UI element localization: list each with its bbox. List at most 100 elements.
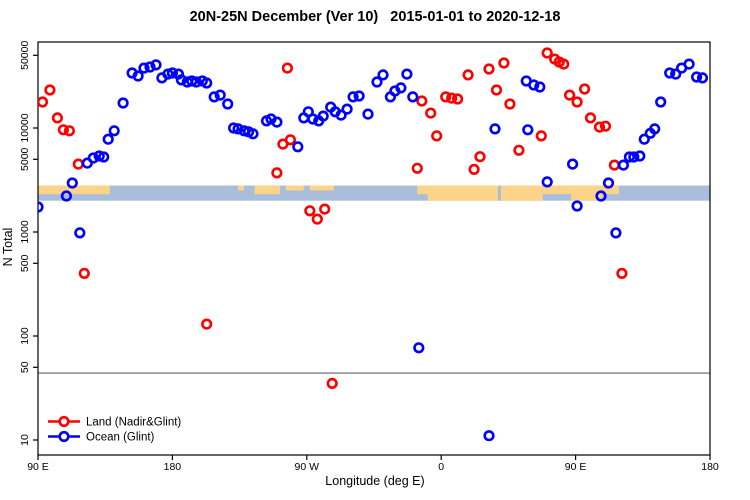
data-point-land [38,96,49,108]
data-point-land [78,267,90,280]
data-point-ocean [628,151,640,163]
data-point-land [416,95,428,107]
data-point-ocean [623,151,636,163]
data-point-land [284,134,297,146]
data-point-ocean [98,151,110,163]
data-point-ocean [214,89,226,101]
y-tick-label: 500 [19,254,31,272]
data-point-ocean [271,116,283,128]
x-axis-label: Longitude (deg E) [325,474,425,488]
legend-marker-circle [58,430,70,443]
legend-item: Ocean (Glint) [48,430,155,444]
data-point-land [425,107,437,119]
data-point-ocean [571,200,583,212]
data-point-land [571,96,583,108]
map-band-land-segment [500,185,543,201]
data-point-ocean [353,90,365,102]
data-point-ocean [150,59,162,71]
map-band-land-segment [309,185,334,191]
data-point-land [490,84,503,96]
legend-label: Ocean (Glint) [86,432,155,444]
data-point-ocean [108,125,120,137]
data-point-ocean [144,61,156,73]
data-point-ocean [201,77,213,89]
map-band-land-segment [602,185,619,195]
data-point-land [51,112,64,124]
data-point-land [411,162,423,174]
data-point-land [584,112,597,124]
legend-marker-circle [58,415,70,428]
data-point-ocean [341,103,353,115]
data-point-ocean [522,124,534,136]
y-axis-label: N Total [1,227,15,267]
data-point-ocean [166,67,178,79]
data-point-land [72,158,84,170]
data-point-land [608,159,621,171]
data-point-ocean [66,177,78,189]
data-point-land [599,120,612,132]
data-point-land [271,167,283,179]
data-point-ocean [232,123,244,135]
data-point-ocean [489,123,501,135]
legend-label: Land (Nadir&Glint) [86,417,181,429]
map-band-land-segment [427,185,498,201]
data-point-ocean [638,133,650,145]
x-tick-label: 90 W [295,461,320,473]
y-tick-label: 10000 [19,113,31,142]
map-band-land-segment [571,185,603,201]
map-band-land-segment [254,185,280,195]
data-point-land [462,69,474,81]
data-point-land [57,124,70,136]
map-band-land-segment [238,185,245,191]
data-point-land [446,92,458,104]
data-point-land [504,98,516,110]
data-point-ocean [634,150,646,162]
data-point-ocean [670,68,682,80]
data-point-ocean [649,123,661,135]
data-point-ocean [534,81,546,93]
data-point-ocean [395,82,407,94]
data-point-ocean [407,91,419,103]
plot-frame [37,41,711,456]
y-tick-label: 5000 [19,147,31,171]
data-point-ocean [566,158,579,170]
data-point-land [498,57,510,69]
data-point-land [440,91,452,103]
data-point-ocean [610,227,622,239]
map-band-land-segment [285,185,304,191]
data-point-ocean [690,71,703,83]
data-point-ocean [362,108,374,120]
data-point-land [431,130,443,142]
data-point-land [558,58,570,70]
data-point-ocean [138,62,150,74]
data-point-ocean [190,76,202,88]
y-tick-label: 1000 [19,220,31,244]
legend-item: Land (Nadir&Glint) [48,415,181,429]
data-point-land [201,318,213,330]
data-point-land [281,62,294,74]
data-point-ocean [132,70,144,82]
data-point-ocean [117,97,129,109]
data-point-land [541,47,553,59]
data-point-land [44,84,56,96]
data-point-land [468,163,480,175]
data-point-land [304,205,316,217]
data-point-ocean [87,152,99,164]
data-point-ocean [528,79,540,91]
data-point-ocean [664,67,676,79]
data-point-ocean [401,68,413,80]
data-point-ocean [617,159,630,171]
data-point-ocean [38,201,44,213]
x-tick-label: 0 [438,461,444,473]
y-tick-label: 50 [19,361,31,373]
data-point-ocean [175,74,187,86]
x-tick-label: 90 E [27,461,49,473]
y-tick-label: 100 [19,327,31,345]
legend: Land (Nadir&Glint) Ocean (Glint) [48,415,181,444]
data-point-ocean [377,69,389,81]
x-tick-label: 90 E [565,461,587,473]
data-point-land [513,144,525,156]
data-point-land [535,130,547,142]
data-point-ocean [683,58,695,70]
